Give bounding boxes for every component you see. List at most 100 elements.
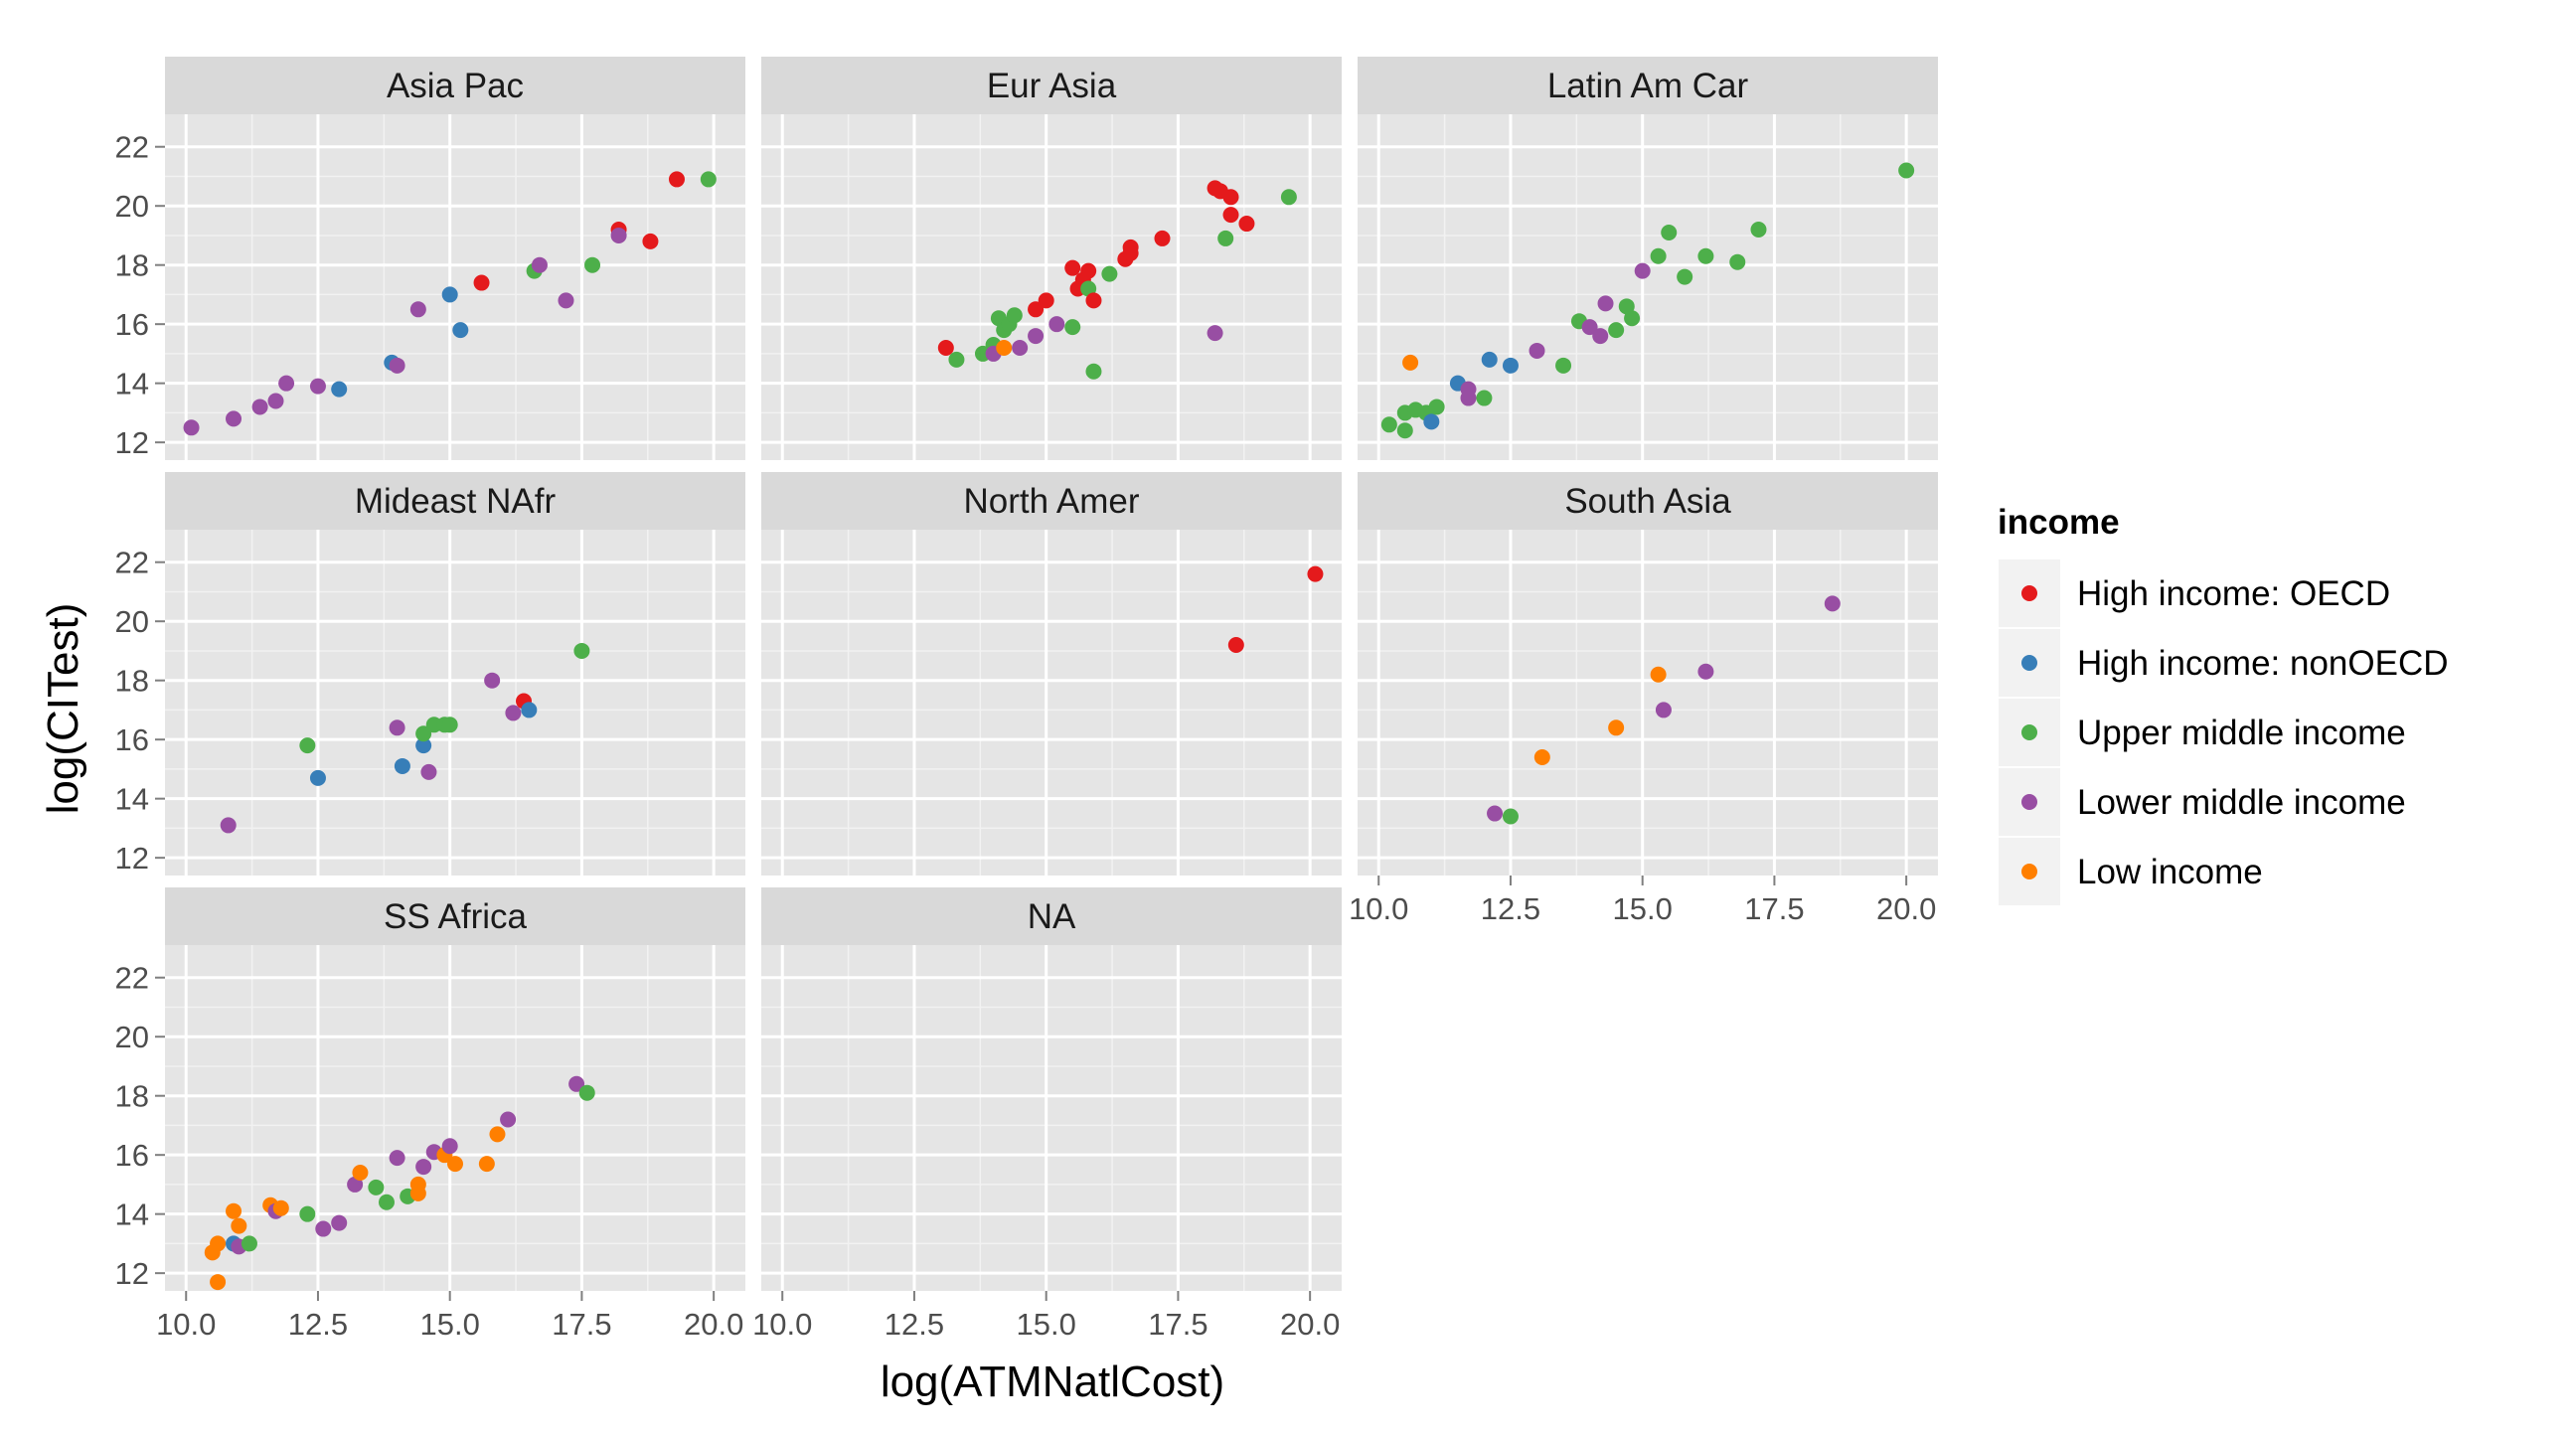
y-tick-label: 12 (115, 425, 149, 460)
data-point (241, 1235, 257, 1252)
legend-entry-label: Low income (2077, 853, 2263, 891)
data-point (996, 339, 1013, 356)
data-point (415, 725, 432, 742)
data-point (1402, 354, 1419, 371)
data-point (1122, 244, 1139, 261)
x-tick-label: 12.5 (1481, 891, 1540, 926)
y-tick-label: 22 (115, 961, 149, 996)
facet-panels: Asia Pac 12 14 16 18 20 22 Eur Asia Latin Am Car… (115, 57, 1938, 1342)
x-tick-label: 17.5 (1744, 891, 1804, 926)
y-tick-label: 14 (115, 1197, 149, 1232)
facet-panel: South Asia 10.0 12.5 15.0 17.5 20.0 (1349, 472, 1938, 926)
data-point (231, 1217, 247, 1234)
facet-strip (761, 472, 1342, 530)
data-point (1085, 292, 1102, 309)
data-point (1028, 328, 1045, 345)
x-tick-label: 17.5 (1148, 1307, 1208, 1342)
data-point (278, 375, 295, 392)
data-point (1222, 189, 1239, 206)
legend-entry: High income: OECD (1997, 558, 2390, 629)
data-point (1697, 247, 1714, 264)
data-point (1655, 702, 1672, 718)
data-point (1064, 319, 1081, 336)
facet-panel: Latin Am Car (1358, 57, 1938, 460)
data-point (441, 717, 458, 733)
data-point (1080, 280, 1097, 297)
facet-strip-label: SS Africa (384, 897, 527, 936)
panel-background (1358, 114, 1938, 460)
data-point (558, 292, 574, 309)
panel-background (1358, 530, 1938, 876)
data-point (484, 672, 501, 689)
data-point (948, 351, 965, 368)
x-tick-label: 17.5 (552, 1307, 611, 1342)
data-point (478, 1156, 495, 1173)
facet-strip (1358, 472, 1938, 530)
facet-strip-label: Latin Am Car (1547, 67, 1749, 105)
data-point (299, 1205, 316, 1222)
data-point (1618, 298, 1635, 315)
data-point (441, 1138, 458, 1155)
legend-key-point (2021, 864, 2037, 879)
data-point (347, 1176, 364, 1193)
data-point (1280, 189, 1297, 206)
data-point (267, 393, 284, 409)
data-point (378, 1194, 395, 1210)
data-point (1238, 216, 1255, 233)
data-point (1307, 565, 1324, 582)
facet-strip-label: South Asia (1564, 482, 1731, 521)
data-point (642, 233, 659, 249)
data-point (1502, 808, 1519, 825)
data-point (1028, 301, 1045, 318)
facet-strip-label: Mideast NAfr (355, 482, 557, 521)
y-tick-label: 20 (115, 604, 149, 639)
panel-background (761, 114, 1342, 460)
data-point (409, 1176, 426, 1193)
data-point (1012, 339, 1029, 356)
y-tick-label: 14 (115, 782, 149, 817)
data-point (1396, 422, 1413, 439)
data-point (420, 763, 437, 780)
data-point (1502, 357, 1519, 374)
y-tick-label: 22 (115, 130, 149, 165)
data-point (1217, 230, 1234, 246)
data-point (272, 1199, 289, 1216)
data-point (1729, 253, 1746, 270)
x-tick-label: 12.5 (885, 1307, 944, 1342)
data-point (500, 1111, 517, 1128)
y-tick-label: 16 (115, 722, 149, 757)
y-tick-label: 16 (115, 1138, 149, 1173)
data-point (389, 357, 405, 374)
data-point (1608, 322, 1625, 339)
legend-entry-label: Upper middle income (2077, 714, 2406, 752)
panel-background (761, 530, 1342, 876)
facet-panel: North Amer (761, 472, 1342, 876)
y-tick-label: 20 (115, 189, 149, 224)
data-point (1581, 319, 1598, 336)
data-point (1650, 666, 1667, 683)
data-point (220, 817, 237, 834)
facet-panel: Mideast NAfr 12 14 16 18 20 22 (115, 472, 745, 876)
data-point (210, 1274, 227, 1291)
data-point (409, 301, 426, 318)
data-point (309, 378, 326, 395)
data-point (1476, 390, 1493, 406)
data-point (1750, 222, 1767, 238)
data-point (1533, 749, 1550, 766)
data-point (937, 339, 954, 356)
data-point (578, 1084, 595, 1101)
legend-entry-label: Lower middle income (2077, 783, 2406, 822)
legend-entry: Low income (1997, 836, 2263, 907)
data-point (668, 171, 685, 188)
panel-background (165, 945, 745, 1291)
data-point (1697, 663, 1714, 680)
data-point (521, 702, 538, 718)
data-point (389, 719, 405, 736)
data-point (1677, 268, 1693, 285)
x-tick-label: 15.0 (1613, 891, 1673, 926)
facet-panel: NA 10.0 12.5 15.0 17.5 20.0 (752, 887, 1342, 1342)
x-tick-label: 10.0 (156, 1307, 216, 1342)
y-tick-label: 14 (115, 367, 149, 401)
data-point (1898, 162, 1915, 179)
facet-strip (165, 57, 745, 114)
